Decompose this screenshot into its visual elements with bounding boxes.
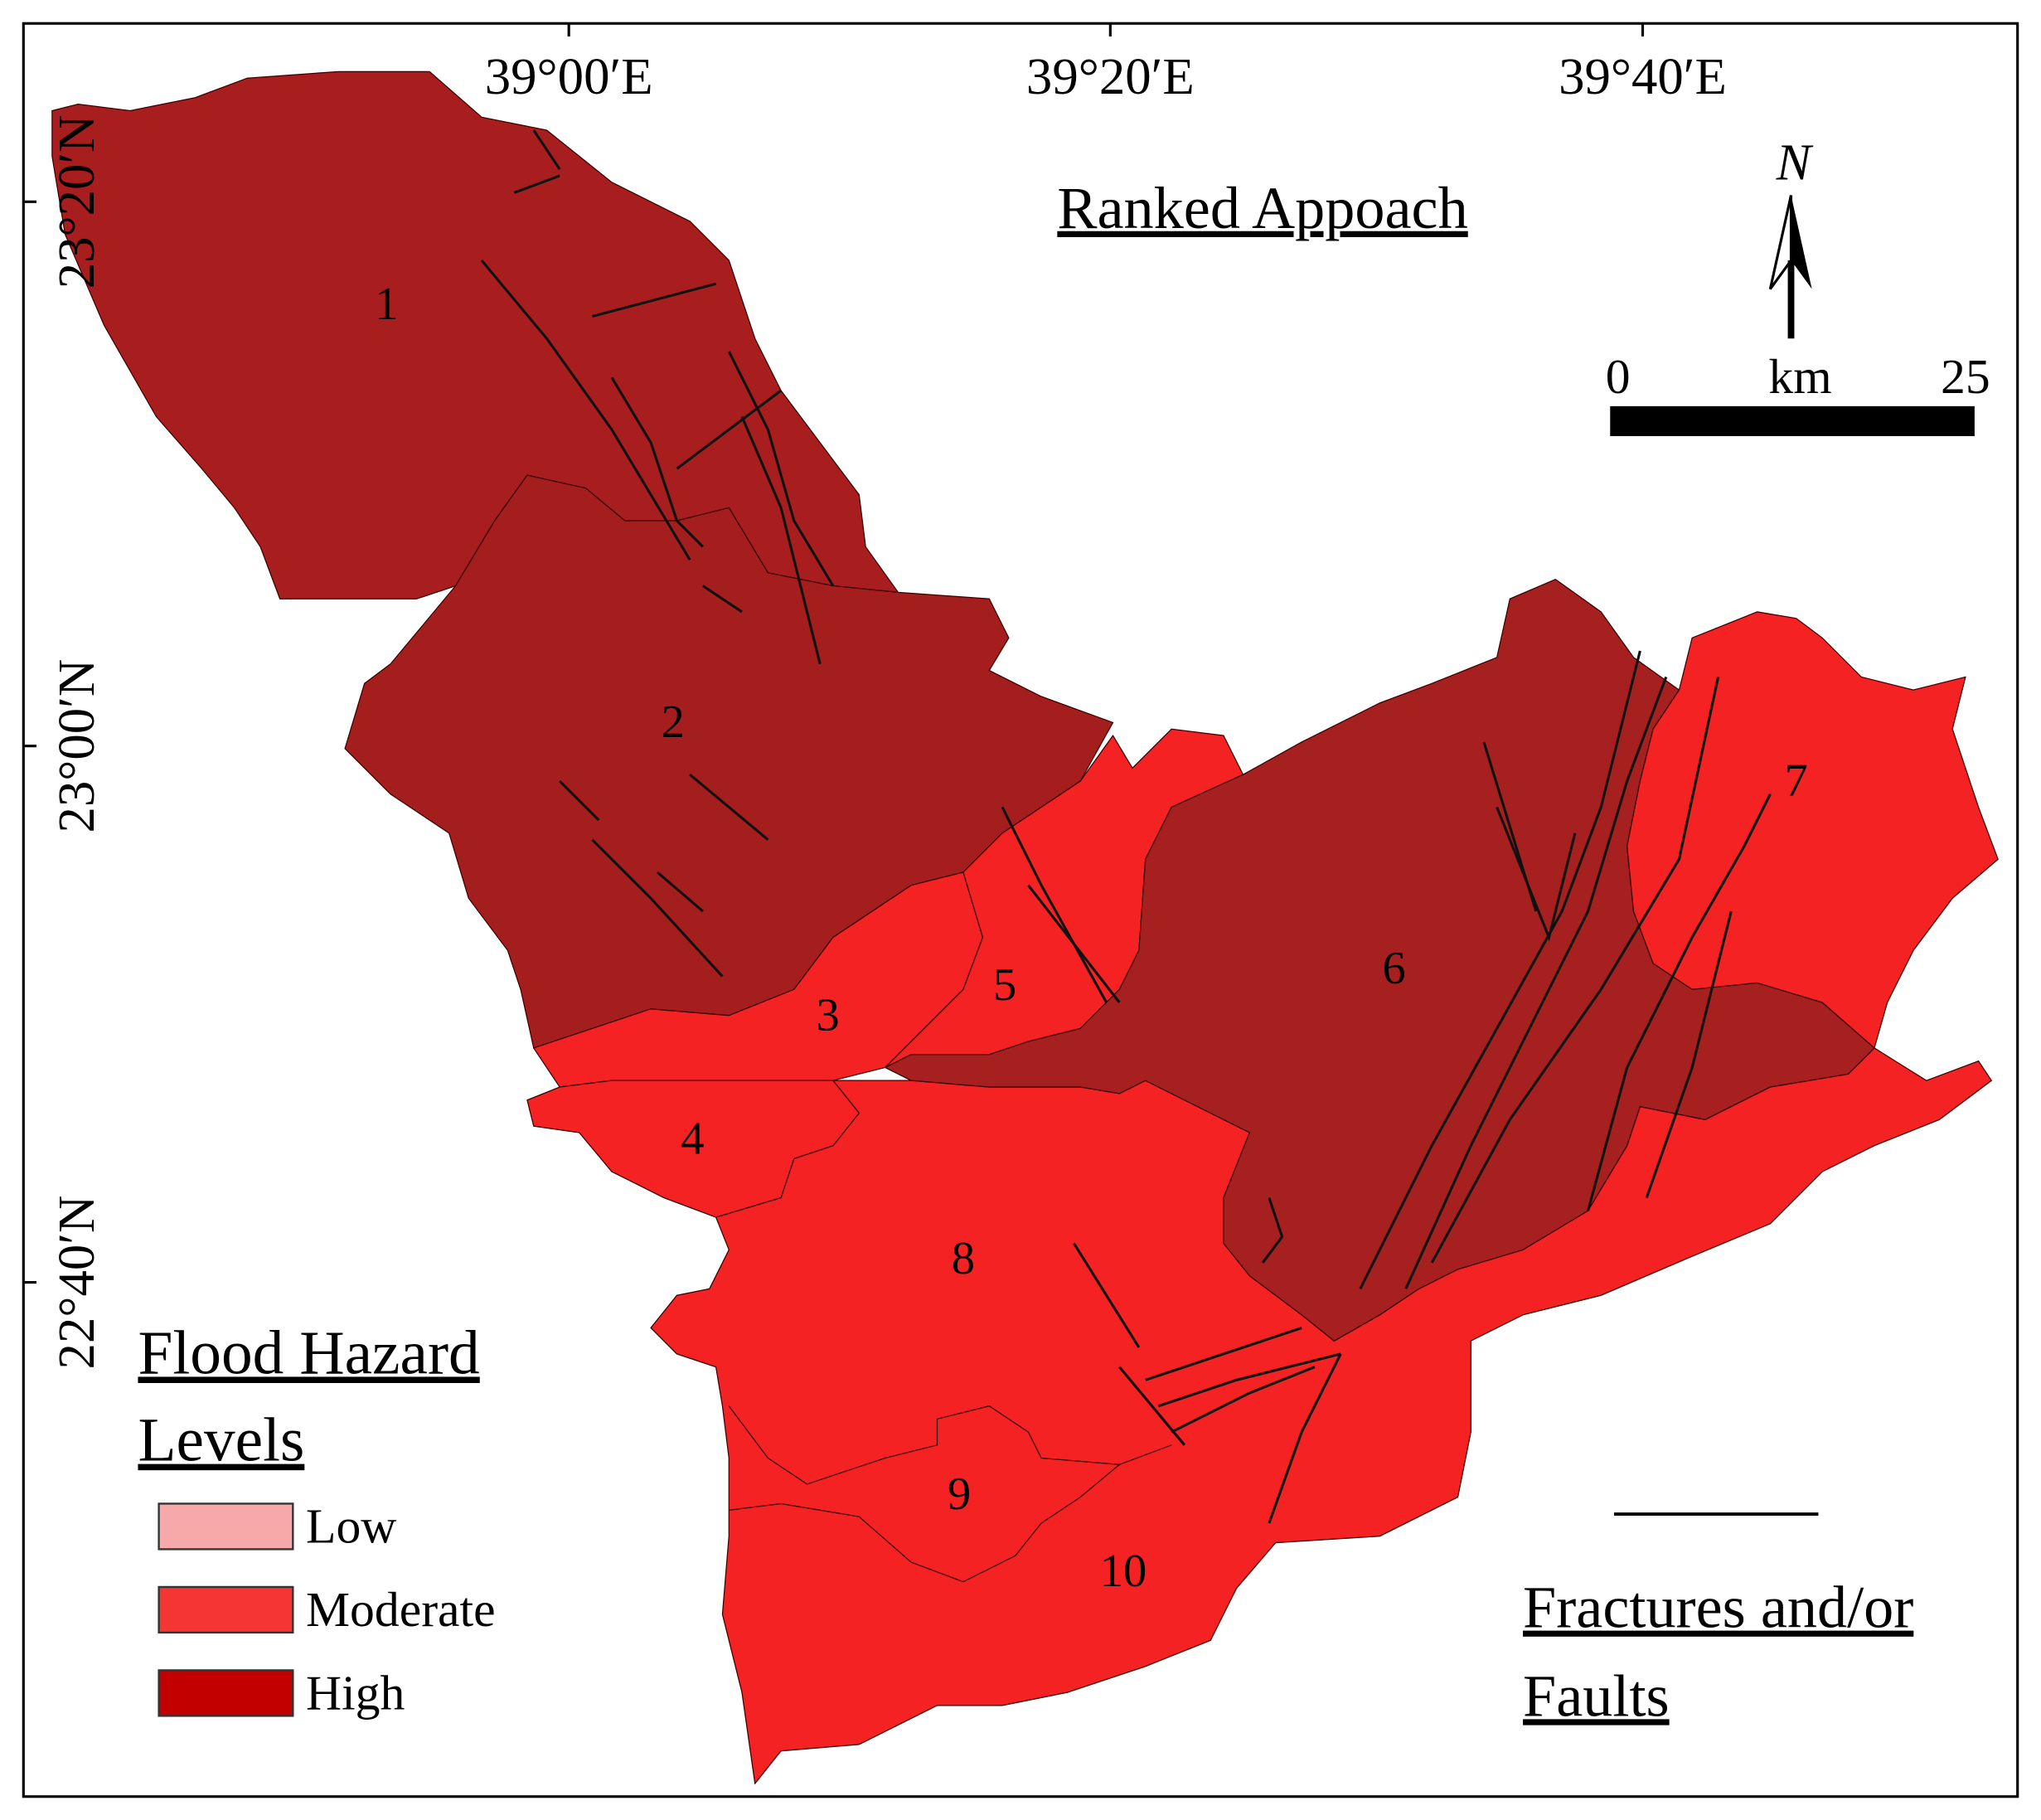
legend-swatch bbox=[158, 1585, 294, 1634]
scale-label: 0 bbox=[1606, 349, 1631, 404]
legend-label: High bbox=[306, 1666, 405, 1721]
fault-legend-label: Fractures and/or bbox=[1523, 1575, 1913, 1641]
basin-label: 10 bbox=[1100, 1546, 1147, 1597]
longitude-label: 39°40′E bbox=[1559, 47, 1727, 105]
legend-swatch bbox=[158, 1502, 294, 1551]
north-label: N bbox=[1776, 133, 1814, 192]
basin-label: 6 bbox=[1382, 943, 1405, 994]
legend-title: Flood Hazard bbox=[138, 1318, 479, 1387]
basin-label: 8 bbox=[952, 1233, 975, 1284]
legend-swatch bbox=[158, 1669, 294, 1717]
graticule-ticks bbox=[23, 23, 1645, 1284]
scale-bar bbox=[1610, 405, 1975, 436]
legend-label: Low bbox=[306, 1499, 396, 1554]
latitude-label: 23°20′N bbox=[47, 114, 105, 289]
basin bbox=[526, 1080, 861, 1218]
basin-boundary bbox=[728, 1405, 1172, 1485]
longitude-label: 39°20′E bbox=[1026, 47, 1195, 105]
scale-label: 25 bbox=[1941, 349, 1990, 404]
fault-legend-label: Faults bbox=[1523, 1662, 1670, 1729]
basin-label: 5 bbox=[993, 959, 1016, 1011]
latitude-label: 23°00′N bbox=[47, 659, 105, 833]
basin-label: 9 bbox=[948, 1468, 971, 1520]
legend-subtitle: Levels bbox=[138, 1406, 304, 1475]
map-title: Ranked Appoach bbox=[1057, 175, 1467, 241]
basin-label: 4 bbox=[681, 1114, 704, 1165]
faults bbox=[480, 129, 1772, 1524]
basin-label: 1 bbox=[375, 279, 398, 330]
scale-unit: km bbox=[1768, 349, 1831, 404]
latitude-label: 22°40′N bbox=[47, 1196, 105, 1370]
basin bbox=[884, 578, 1875, 1342]
basin-label: 3 bbox=[816, 989, 839, 1041]
legend-label: Moderate bbox=[306, 1582, 496, 1637]
basin bbox=[1626, 611, 1999, 1050]
legend: Low Moderate High bbox=[158, 1499, 496, 1721]
basin-label: 7 bbox=[1785, 755, 1808, 807]
longitude-label: 39°00′E bbox=[485, 47, 653, 105]
basin-label: 2 bbox=[662, 696, 685, 748]
basin-boundary bbox=[729, 1463, 1120, 1583]
